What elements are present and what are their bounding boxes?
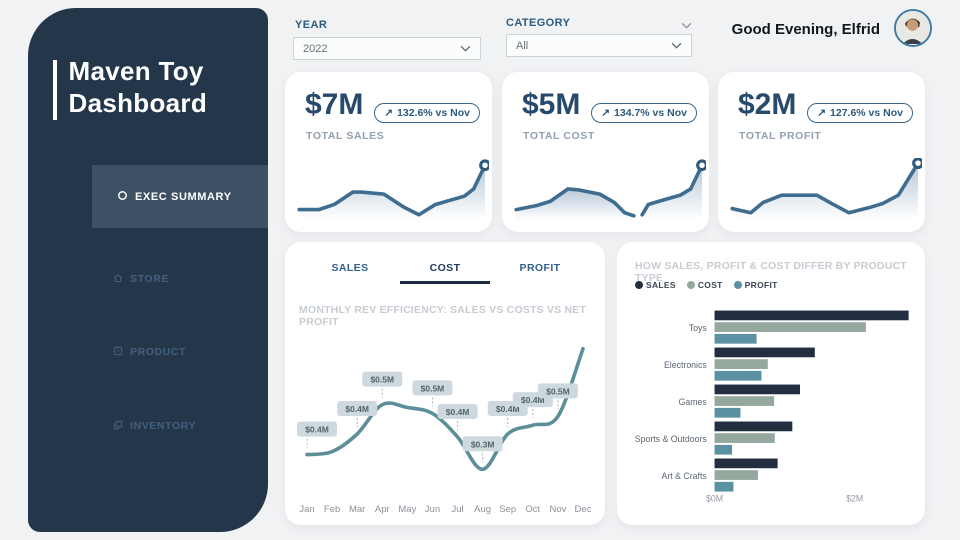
svg-text:Sep: Sep: [499, 504, 516, 515]
kpi-trend-text: 127.6% vs Nov: [830, 107, 903, 119]
kpi-label: TOTAL COST: [523, 130, 595, 142]
svg-text:$0.5M: $0.5M: [421, 383, 445, 393]
kpi-trend-text: 132.6% vs Nov: [397, 107, 470, 119]
chart-legend: SALES COST PROFIT: [635, 280, 778, 290]
kpi-value: $5M: [522, 88, 581, 121]
chevron-down-icon: [460, 43, 471, 55]
svg-text:$2M: $2M: [846, 493, 863, 503]
kpi-card-total-profit: $2M ↗ 127.6% vs Nov TOTAL PROFIT: [718, 72, 925, 232]
app-title: Maven Toy Dashboard: [53, 56, 207, 120]
svg-text:Sports & Outdoors: Sports & Outdoors: [635, 434, 708, 444]
svg-text:Games: Games: [679, 397, 708, 407]
svg-text:$0.5M: $0.5M: [370, 375, 394, 385]
title-accent-bar: [53, 60, 57, 120]
svg-text:Apr: Apr: [375, 504, 390, 515]
legend-item-cost: COST: [686, 280, 723, 290]
sales-sparkline-chart: [297, 159, 490, 220]
svg-text:$0M: $0M: [706, 493, 723, 503]
product-bar-chart: Toys Electronics Games Sports & Outdoors Art…: [635, 310, 909, 503]
monthly-chart-title: MONTHLY REV EFFICIENCY: SALES VS COSTS V…: [299, 304, 587, 328]
svg-text:Art & Crafts: Art & Crafts: [662, 471, 708, 481]
svg-text:$0.3M: $0.3M: [471, 439, 495, 449]
chevron-down-icon: [671, 40, 682, 52]
legend-item-sales: SALES: [635, 280, 676, 290]
svg-text:Toys: Toys: [689, 323, 708, 333]
category-dropdown[interactable]: All: [506, 34, 692, 57]
chart-tabs: SALES COST PROFIT: [305, 262, 585, 284]
kpi-trend-text: 134.7% vs Nov: [614, 107, 687, 119]
monthly-line-chart: $0.4M$0.4M$0.5M$0.5M$0.4M$0.3M$0.4M$0.4M…: [297, 346, 592, 515]
sidebar-item-exec-summary[interactable]: EXEC SUMMARY: [92, 165, 268, 228]
svg-text:Electronics: Electronics: [664, 360, 707, 370]
legend-dot-icon: [733, 281, 742, 289]
profit-sparkline-chart: [730, 158, 923, 220]
svg-text:$0.4M: $0.4M: [305, 425, 329, 435]
home-icon: [113, 273, 123, 286]
sidebar-item-product[interactable]: PRODUCT: [113, 338, 186, 366]
trend-up-arrow-icon: ↗: [817, 107, 827, 119]
legend-item-profit: PROFIT: [733, 280, 778, 290]
greeting-text: Good Evening, Elfrid: [731, 21, 880, 38]
app-title-line2: Dashboard: [68, 87, 208, 118]
svg-text:$0.4M: $0.4M: [521, 395, 545, 405]
trend-up-arrow-icon: ↗: [384, 107, 394, 119]
kpi-value: $7M: [305, 88, 364, 121]
svg-text:Dec: Dec: [575, 504, 592, 515]
category-filter-label: CATEGORY: [506, 17, 571, 29]
sidebar-item-label: EXEC SUMMARY: [135, 190, 232, 203]
kpi-trend-badge: ↗ 127.6% vs Nov: [807, 103, 913, 123]
year-dropdown[interactable]: 2022: [293, 37, 481, 60]
avatar: [894, 9, 932, 47]
svg-text:Feb: Feb: [324, 504, 340, 515]
kpi-card-total-sales: $7M ↗ 132.6% vs Nov TOTAL SALES: [285, 72, 492, 232]
sidebar-item-label: INVENTORY: [130, 420, 197, 432]
box-icon: [113, 346, 123, 359]
svg-text:$0.4M: $0.4M: [496, 404, 520, 414]
monthly-chart-card: SALES COST PROFIT MONTHLY REV EFFICIENCY: …: [285, 242, 605, 525]
kpi-value: $2M: [738, 88, 797, 121]
category-dropdown-value: All: [516, 39, 529, 52]
product-chart-title: HOW SALES, PROFIT & COST DIFFER BY PRODU…: [635, 260, 907, 284]
kpi-label: TOTAL SALES: [306, 130, 385, 142]
svg-text:Jul: Jul: [451, 504, 463, 515]
svg-text:Jun: Jun: [425, 504, 440, 515]
sidebar-item-store[interactable]: STORE: [113, 265, 169, 293]
app-title-line1: Maven Toy: [68, 56, 204, 86]
svg-text:Nov: Nov: [549, 504, 566, 515]
circle-icon: [117, 190, 128, 204]
sidebar-item-label: PRODUCT: [130, 346, 187, 358]
svg-text:Jan: Jan: [299, 504, 314, 515]
avatar-photo: [896, 11, 929, 45]
cost-sparkline-chart: [514, 159, 707, 220]
tab-profit[interactable]: PROFIT: [519, 262, 561, 274]
kpi-trend-badge: ↗ 134.7% vs Nov: [591, 103, 697, 123]
kpi-label: TOTAL PROFIT: [739, 130, 822, 142]
category-expand-chevron-icon[interactable]: [681, 16, 692, 34]
trend-up-arrow-icon: ↗: [601, 107, 611, 119]
sidebar-item-inventory[interactable]: INVENTORY: [113, 412, 196, 440]
svg-text:May: May: [398, 504, 416, 515]
svg-text:$0.4M: $0.4M: [446, 407, 470, 417]
kpi-card-total-cost: $5M ↗ 134.7% vs Nov TOTAL COST: [502, 72, 709, 232]
product-chart-card: HOW SALES, PROFIT & COST DIFFER BY PRODU…: [617, 242, 925, 525]
svg-text:Mar: Mar: [349, 504, 365, 515]
sidebar: Maven Toy Dashboard EXEC SUMMARY STORE P…: [28, 8, 268, 532]
year-dropdown-value: 2022: [303, 42, 328, 55]
copy-icon: [113, 420, 123, 433]
tab-sales[interactable]: SALES: [331, 262, 369, 274]
svg-text:$0.5M: $0.5M: [546, 386, 570, 396]
svg-text:Oct: Oct: [525, 504, 540, 515]
svg-text:$0.4M: $0.4M: [345, 404, 369, 414]
tab-cost[interactable]: COST: [400, 262, 490, 284]
sidebar-item-label: STORE: [130, 273, 169, 285]
year-filter-label: YEAR: [295, 19, 328, 31]
legend-dot-icon: [635, 281, 643, 289]
legend-dot-icon: [686, 281, 695, 289]
kpi-trend-badge: ↗ 132.6% vs Nov: [374, 103, 480, 123]
svg-text:Aug: Aug: [474, 504, 491, 515]
